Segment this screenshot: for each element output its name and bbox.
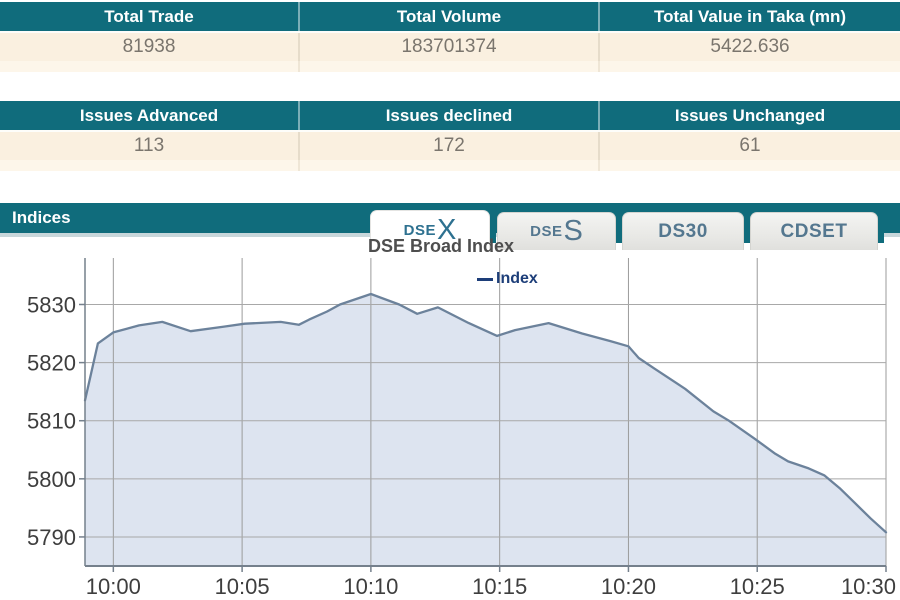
- summary-table-issues: Issues Advanced Issues declined Issues U…: [0, 101, 900, 171]
- tab-ds30[interactable]: DS30: [622, 212, 744, 250]
- svg-text:10:20: 10:20: [601, 574, 656, 599]
- tab-dsex-suffix: X: [437, 214, 457, 246]
- svg-text:10:05: 10:05: [215, 574, 270, 599]
- tab-cdset-label: CDSET: [780, 220, 848, 242]
- total-trade-header: Total Trade: [0, 2, 300, 31]
- issues-declined-header: Issues declined: [300, 101, 600, 130]
- tab-ds30-label: DS30: [658, 220, 708, 242]
- tab-separator: [616, 210, 622, 243]
- svg-text:10:25: 10:25: [730, 574, 785, 599]
- svg-text:5820: 5820: [27, 351, 76, 376]
- tab-dses-prefix: DSE: [530, 223, 563, 240]
- total-volume-value: 183701374: [300, 33, 600, 61]
- tab-dses-suffix: S: [563, 215, 583, 247]
- svg-text:5790: 5790: [27, 525, 76, 550]
- summary-table-trade-values: 81938 183701374 5422.636: [0, 33, 900, 61]
- total-value-header: Total Value in Taka (mn): [653, 6, 847, 26]
- summary-table-issues-footer: [0, 160, 900, 171]
- issues-advanced-value: 113: [0, 132, 300, 160]
- index-chart-svg: 10:00 10:05 10:10 10:15 10:20 10:25 10:30 5830 5…: [27, 258, 896, 599]
- tab-separator: [490, 210, 496, 243]
- summary-table-issues-values: 113 172 61: [0, 132, 900, 160]
- tab-cdset[interactable]: CDSET: [750, 212, 878, 250]
- legend-label: Index: [496, 270, 538, 287]
- chart-title: DSE Broad Index: [368, 236, 515, 256]
- summary-table-issues-header: Issues Advanced Issues declined Issues U…: [0, 101, 900, 132]
- issues-declined-value: 172: [300, 132, 600, 160]
- total-value-value: 5422.636: [710, 36, 790, 57]
- legend-line-swatch: [477, 277, 493, 281]
- summary-table-trade-header: Total Trade Total Volume Total Value in …: [0, 2, 900, 33]
- issues-advanced-header: Issues Advanced: [0, 101, 300, 130]
- svg-text:5810: 5810: [27, 409, 76, 434]
- issues-unchanged-header: Issues Unchanged: [674, 105, 826, 125]
- svg-text:10:30: 10:30: [841, 574, 896, 599]
- svg-text:10:10: 10:10: [343, 574, 398, 599]
- indices-section-title: Indices: [12, 208, 71, 227]
- tab-separator: [878, 210, 884, 243]
- summary-table-trade-footer: [0, 61, 900, 72]
- svg-text:10:15: 10:15: [472, 574, 527, 599]
- tab-separator: [744, 210, 750, 243]
- chart-legend: Index: [477, 270, 538, 288]
- issues-unchanged-value: 61: [739, 135, 761, 156]
- tab-dsex-prefix: DSE: [403, 222, 436, 239]
- total-volume-header: Total Volume: [300, 2, 600, 31]
- summary-table-trade: Total Trade Total Volume Total Value in …: [0, 2, 900, 72]
- svg-text:10:00: 10:00: [86, 574, 141, 599]
- tab-dses[interactable]: DSE S: [497, 212, 616, 250]
- svg-text:5830: 5830: [27, 292, 76, 317]
- total-trade-value: 81938: [0, 33, 300, 61]
- svg-text:5800: 5800: [27, 467, 76, 492]
- tab-dsex[interactable]: DSE X: [370, 210, 490, 250]
